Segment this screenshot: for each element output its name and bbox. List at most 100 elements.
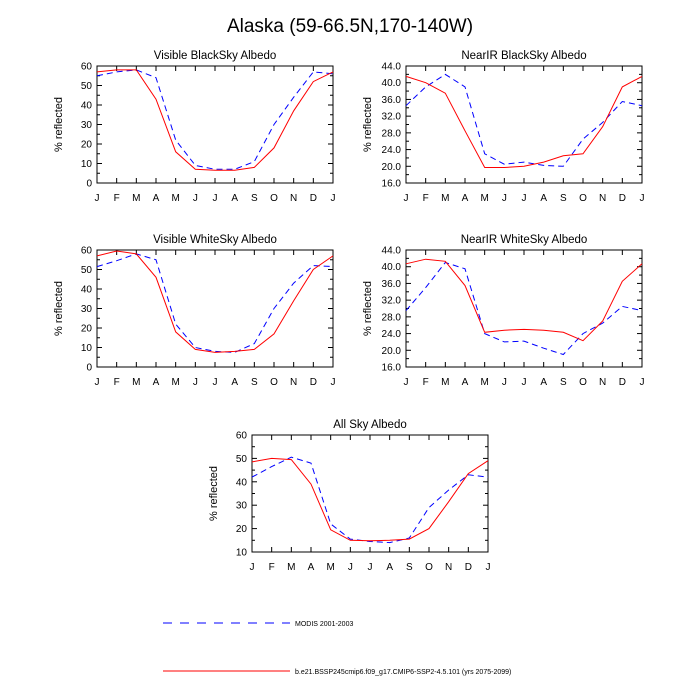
y-tick-label: 40	[81, 285, 93, 296]
x-tick-label: J	[213, 377, 218, 388]
y-axis-label: % reflected	[53, 281, 65, 336]
x-tick-label: M	[441, 377, 449, 388]
x-tick-label: A	[231, 193, 238, 204]
series-line-modis	[96, 253, 334, 353]
x-tick-label: A	[462, 377, 469, 388]
x-tick-label: O	[425, 562, 433, 573]
x-tick-label: M	[441, 193, 449, 204]
x-tick-label: D	[310, 377, 317, 388]
x-tick-label: J	[486, 562, 491, 573]
y-axis-label: % reflected	[362, 97, 374, 152]
plot-frame	[96, 65, 334, 184]
x-tick-label: N	[445, 562, 452, 573]
legend-modis-label: MODIS 2001-2003	[295, 621, 353, 628]
y-tick-label: 20	[81, 324, 93, 335]
panel-title: Visible WhiteSky Albedo	[153, 234, 277, 246]
x-tick-label: S	[251, 377, 258, 388]
y-tick-label: 28.0	[382, 312, 402, 323]
x-tick-label: A	[308, 562, 315, 573]
y-tick-label: 40.0	[382, 262, 402, 273]
x-tick-label: J	[331, 193, 336, 204]
x-tick-label: O	[270, 193, 278, 204]
x-tick-label: M	[171, 377, 179, 388]
y-tick-label: 10	[81, 343, 93, 354]
y-tick-label: 10	[81, 159, 93, 170]
x-tick-label: S	[251, 193, 258, 204]
x-tick-label: S	[560, 193, 567, 204]
x-tick-label: J	[250, 562, 255, 573]
x-tick-label: J	[502, 193, 507, 204]
x-tick-label: F	[423, 193, 429, 204]
y-tick-label: 20	[81, 140, 93, 151]
y-tick-label: 60	[81, 246, 93, 257]
x-tick-label: F	[114, 193, 120, 204]
series-line-model	[405, 75, 643, 168]
x-tick-label: D	[465, 562, 472, 573]
series-line-model	[405, 258, 643, 342]
x-tick-label: N	[290, 377, 297, 388]
x-tick-label: J	[404, 193, 409, 204]
panel-title: All Sky Albedo	[333, 419, 407, 431]
y-tick-label: 10	[236, 548, 248, 559]
x-tick-label: M	[287, 562, 295, 573]
chart-panel: NearIR WhiteSky Albedo 16.0 20.0 24.0 28.0 32…	[362, 234, 645, 388]
x-tick-label: A	[153, 193, 160, 204]
x-tick-label: J	[213, 193, 218, 204]
x-tick-label: J	[95, 377, 100, 388]
plot-frame	[251, 434, 489, 553]
x-tick-label: M	[480, 193, 488, 204]
y-tick-label: 40	[81, 101, 93, 112]
y-tick-label: 50	[81, 265, 93, 276]
y-tick-label: 24.0	[382, 329, 402, 340]
x-tick-label: M	[132, 377, 140, 388]
x-tick-label: M	[132, 193, 140, 204]
x-tick-label: O	[579, 193, 587, 204]
x-tick-label: N	[599, 193, 606, 204]
y-axis-label: % reflected	[208, 466, 220, 521]
y-tick-label: 20.0	[382, 346, 402, 357]
x-tick-label: D	[619, 377, 626, 388]
y-tick-label: 20	[236, 524, 248, 535]
x-tick-label: J	[331, 377, 336, 388]
panel-title: Visible BlackSky Albedo	[154, 50, 277, 62]
x-tick-label: J	[193, 193, 198, 204]
legend-model-label: b.e21.BSSP245cmip6.f09_g17.CMIP6-SSP2-4.…	[295, 669, 511, 676]
x-tick-label: A	[386, 562, 393, 573]
x-tick-label: J	[522, 377, 527, 388]
y-axis-label: % reflected	[53, 97, 65, 152]
x-tick-label: F	[423, 377, 429, 388]
y-tick-label: 44.0	[382, 246, 402, 257]
x-tick-label: F	[269, 562, 275, 573]
y-tick-label: 0	[86, 179, 92, 190]
y-tick-label: 36.0	[382, 279, 402, 290]
y-tick-label: 30	[236, 501, 248, 512]
x-tick-label: J	[640, 193, 645, 204]
y-tick-label: 60	[236, 431, 248, 442]
x-tick-label: O	[579, 377, 587, 388]
y-tick-label: 40	[236, 477, 248, 488]
y-tick-label: 40.0	[382, 78, 402, 89]
y-tick-label: 30	[81, 120, 93, 131]
x-tick-label: J	[348, 562, 353, 573]
y-tick-label: 36.0	[382, 95, 402, 106]
y-tick-label: 32.0	[382, 296, 402, 307]
y-tick-label: 50	[81, 81, 93, 92]
x-tick-label: J	[95, 193, 100, 204]
x-tick-label: S	[406, 562, 413, 573]
x-tick-label: M	[326, 562, 334, 573]
legend: MODIS 2001-2003 b.e21.BSSP245cmip6.f09_g…	[163, 621, 511, 676]
y-axis-label: % reflected	[362, 281, 374, 336]
plot-frame	[96, 249, 334, 368]
plot-frame	[405, 65, 643, 184]
y-tick-label: 44.0	[382, 62, 402, 73]
x-tick-label: F	[114, 377, 120, 388]
x-tick-label: N	[599, 377, 606, 388]
y-tick-label: 16.0	[382, 179, 402, 190]
series-line-model	[96, 250, 334, 353]
y-tick-label: 60	[81, 62, 93, 73]
y-tick-label: 20.0	[382, 162, 402, 173]
